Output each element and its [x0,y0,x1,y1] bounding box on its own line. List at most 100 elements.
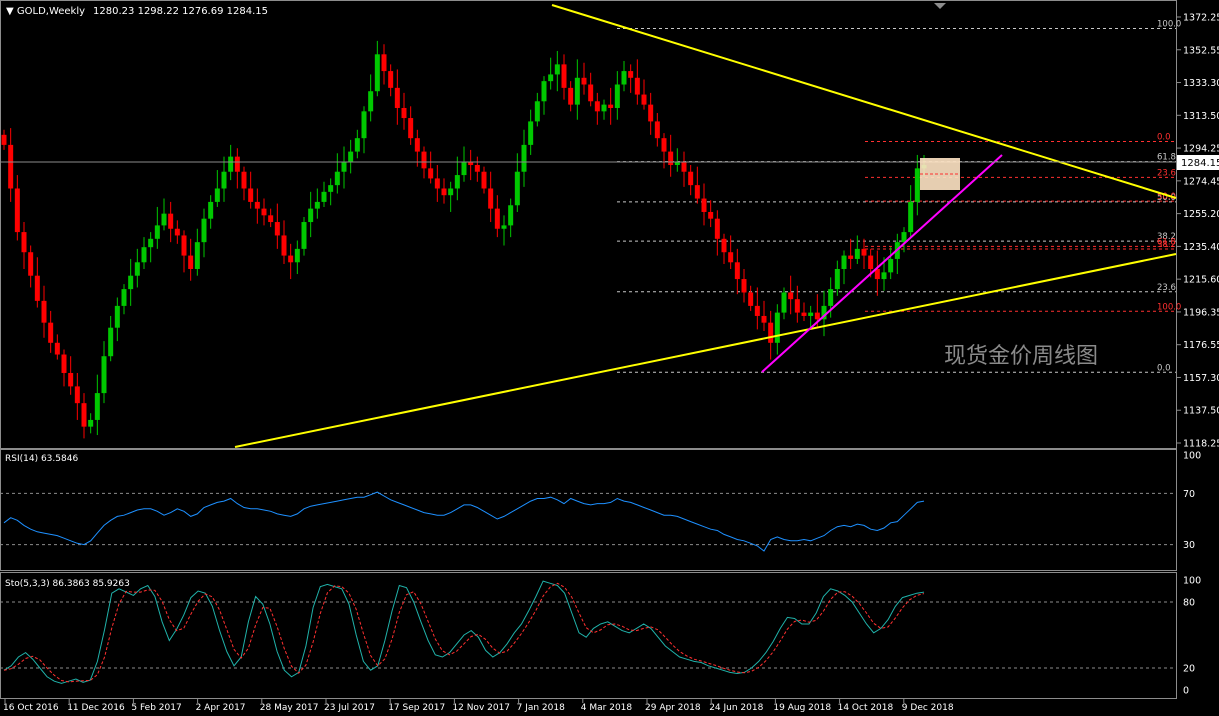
candle-body [408,118,414,139]
candle-body [694,185,700,199]
price-panel-frame [0,0,1177,449]
rsi-panel[interactable]: RSI(14) 63.5846 100 70 30 [0,449,1201,571]
candle-body [448,188,454,196]
time-tick-label: 19 Aug 2018 [773,703,831,713]
candle-body [554,64,560,75]
time-tick-label: 29 Apr 2018 [645,703,701,713]
candle-body [494,208,500,229]
candle-body [194,242,200,269]
candle-body [361,111,367,139]
candle-body [901,232,907,243]
candle-body [441,188,447,196]
candle-body [488,188,494,209]
candle-body [854,248,860,259]
candle-body [581,77,587,85]
fibonacci-levels[interactable]: 100.061.850.038.223.60.00.023.650.038.26… [617,19,1181,373]
candle-body [808,312,814,316]
candle-body [341,161,347,172]
candle-body [21,232,27,253]
current-price-marker [1177,155,1219,170]
candle-body [908,201,914,233]
candle-body [28,252,34,276]
candle-body [74,386,80,404]
scroll-marker-icon[interactable] [934,3,946,9]
candle-body [828,289,834,306]
candle-body [508,205,514,226]
candle-body [641,94,647,105]
candle-body [788,292,794,300]
candle-body [461,161,467,176]
candle-body [94,393,100,420]
price-tick-label: 1352.55 [1183,45,1219,56]
candle-body [868,255,874,269]
candle-body [874,268,880,280]
candle-body [428,168,434,179]
candle-body [608,104,614,108]
rsi-axis: 100 70 30 [0,451,1201,551]
rsi-line [3,491,925,552]
candle-body [914,168,920,202]
rsi-tick-label: 100 [1183,451,1201,462]
candle-body [334,171,340,186]
stochastic-tick-label: 20 [1183,664,1195,675]
candle-body [374,54,380,92]
candle-body [681,161,687,172]
candle-body [1,134,7,145]
candle-body [348,151,354,162]
candle-body [574,77,580,105]
candle-body [821,305,827,320]
price-tick-label: 1235.40 [1183,242,1219,253]
price-axis: 1372.25 1352.55 1333.30 1313.50 1294.25 1274.… [1176,13,1219,450]
price-panel[interactable]: 1372.25 1352.55 1333.30 1313.50 1294.25 1274.… [0,0,1219,450]
candle-body [294,248,300,263]
candle-body [221,171,227,189]
candle-body [861,248,867,256]
candle-body [68,372,74,387]
candle-body [654,121,660,139]
price-tick-label: 1157.30 [1183,373,1219,384]
candle-body [534,101,540,122]
price-tick-label: 1118.25 [1183,439,1219,450]
candle-body [181,235,187,256]
time-tick-label: 17 Sep 2017 [388,703,445,713]
rsi-label: RSI(14) 63.5846 [5,454,78,464]
fib-level-label: 23.6 [1157,168,1176,178]
candle-body [154,225,160,239]
time-tick-label: 2 Apr 2017 [196,703,246,713]
candle-body [228,156,234,172]
candle-body [161,213,167,226]
resistance-trendline [551,4,1177,199]
candle-body [621,71,627,85]
stochastic-tick-label: 100 [1183,576,1201,587]
candle-body [281,235,287,256]
candle-body [541,81,547,102]
candle-body [368,91,374,112]
candle-body [328,185,334,192]
rising-support-line [761,154,1003,373]
candle-body [601,104,607,112]
candle-body [108,327,114,357]
candle-body [454,175,460,189]
fib-level-label: 50.0 [1157,193,1176,203]
price-tick-label: 1196.35 [1183,307,1219,318]
candle-body [188,255,194,269]
candle-body [668,151,674,166]
candle-body [434,178,440,189]
price-tick-label: 1294.25 [1183,144,1219,155]
candle-body [61,354,67,373]
candle-body [254,201,260,209]
fib-level-label: 0.0 [1157,133,1171,143]
candle-body [174,228,180,236]
stochastic-tick-label: 80 [1183,598,1195,609]
candle-body [841,255,847,269]
trendlines[interactable] [234,4,1177,448]
time-tick-label: 5 Feb 2017 [131,703,181,713]
candle-body [168,213,174,229]
candle-body [634,77,640,95]
candle-body [734,262,740,280]
stochastic-panel[interactable]: Sto(5,3,3) 86.3863 85.9263 100 80 20 0 [0,572,1201,699]
time-tick-label: 24 Jun 2018 [709,703,763,713]
candle-body [834,268,840,290]
candle-body [394,87,400,108]
